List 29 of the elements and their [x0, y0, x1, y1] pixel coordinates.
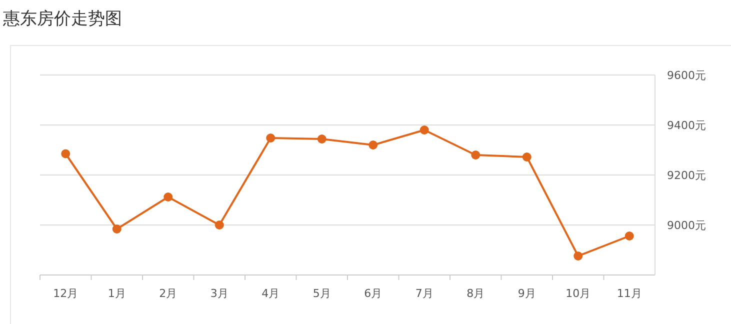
point	[266, 134, 276, 142]
point	[522, 152, 532, 162]
point	[574, 252, 583, 260]
y-tick-label: 9200元	[667, 169, 706, 182]
point	[317, 134, 326, 144]
x-tick-label: 11月	[616, 287, 642, 300]
x-tick-label: 8月	[466, 287, 485, 300]
x-tick-label: 7月	[415, 287, 434, 300]
x-tick-label: 9月	[518, 287, 536, 300]
y-tick-label: 9600元	[667, 69, 706, 82]
x-tick-label: 1月	[108, 287, 126, 300]
y-tick-label: 9400元	[667, 119, 706, 132]
point	[164, 192, 173, 202]
point	[112, 224, 122, 234]
point	[471, 150, 480, 160]
x-tick-label: 5月	[312, 287, 331, 300]
x-tick-label: 3月	[210, 287, 228, 300]
x-tick-label: 12月	[53, 287, 78, 300]
y-tick-label: 9000元	[667, 219, 706, 232]
chart-title: 惠东房价走势图	[2, 9, 122, 29]
point	[368, 140, 378, 150]
point	[61, 149, 70, 158]
x-tick-label: 10月	[566, 287, 591, 300]
x-tick-label: 2月	[159, 287, 178, 300]
point	[214, 220, 224, 230]
x-tick-label: 4月	[262, 287, 280, 300]
point	[420, 126, 429, 134]
x-tick-label: 6月	[364, 287, 382, 300]
point	[624, 232, 634, 240]
